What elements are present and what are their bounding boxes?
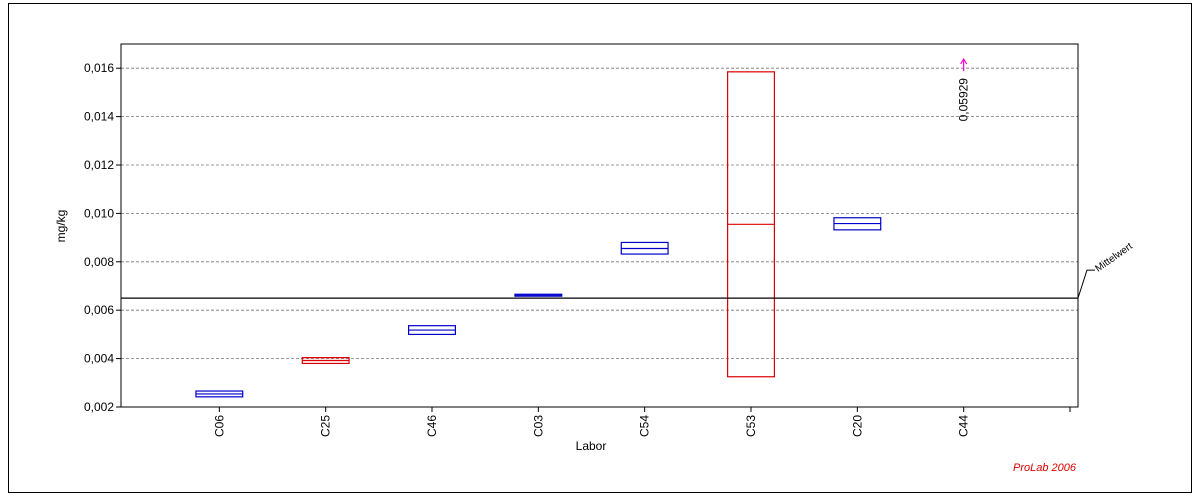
credit-label: ProLab 2006	[1013, 462, 1077, 474]
y-axis: 0,002 0,004 0,006 0,008 0,010 0,012 0,014 0,016	[84, 61, 121, 414]
x-axis-label: Labor	[576, 439, 607, 453]
x-tick-label: C06	[212, 415, 226, 437]
outlier-group: 0,05929	[957, 57, 971, 122]
x-tick-label: C03	[531, 415, 545, 437]
outlier-arrow-head	[960, 57, 968, 65]
x-tick-label: C25	[319, 415, 333, 437]
outlier-value-label: 0,05929	[957, 78, 971, 122]
y-tick-label: 0,004	[84, 352, 114, 366]
x-tick-label: C44	[957, 415, 971, 437]
y-tick-label: 0,008	[84, 255, 114, 269]
chart-frame: 0,002 0,004 0,006 0,008 0,010 0,012 0,014 0,016…	[8, 3, 1192, 493]
mean-label: Mittelwert	[1093, 241, 1135, 275]
y-tick-label: 0,010	[84, 206, 114, 220]
mean-line-group: Mittelwert	[121, 241, 1135, 299]
x-tick-label: C53	[744, 415, 758, 437]
data-boxes	[195, 71, 882, 398]
x-axis: C06 C25 C46 C03 C54 C53 C20 C44	[212, 407, 1071, 437]
plot-area	[120, 43, 1079, 408]
grid-lines	[121, 67, 1078, 360]
y-tick-label: 0,006	[84, 303, 114, 317]
y-tick-label: 0,002	[84, 400, 114, 414]
x-tick-label: C54	[638, 415, 652, 437]
x-tick-label: C46	[425, 415, 439, 437]
y-tick-label: 0,014	[84, 110, 114, 124]
y-axis-label: mg/kg	[54, 210, 68, 243]
y-tick-label: 0,016	[84, 61, 114, 75]
x-tick-label: C20	[850, 415, 864, 437]
y-tick-label: 0,012	[84, 158, 114, 172]
mean-leader-line	[1077, 269, 1095, 299]
chart-svg: 0,002 0,004 0,006 0,008 0,010 0,012 0,014 0,016…	[54, 43, 1135, 474]
